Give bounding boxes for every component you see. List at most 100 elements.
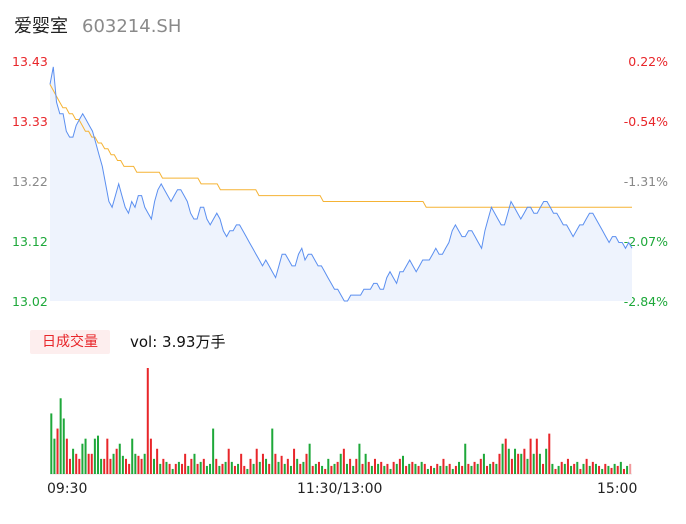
volume-bar [84, 438, 87, 474]
volume-bar [526, 458, 529, 474]
volume-bar [380, 461, 383, 474]
volume-bar [240, 453, 243, 474]
volume-bar [604, 463, 607, 474]
volume-bar [405, 465, 408, 474]
volume-bar [274, 453, 277, 474]
volume-bar [302, 461, 305, 474]
volume-bar [392, 461, 395, 474]
volume-bar [570, 465, 573, 474]
volume-bar [252, 463, 255, 474]
volume-bar [289, 465, 292, 474]
volume-bar [261, 453, 264, 474]
volume-bar [557, 465, 560, 474]
volume-bar [293, 448, 296, 474]
volume-bar [305, 453, 308, 474]
pct-tick-label: -0.54% [623, 114, 668, 129]
volume-bar [495, 463, 498, 474]
volume-bar [573, 463, 576, 474]
volume-bar [333, 463, 336, 474]
volume-prefix: vol: [130, 333, 163, 351]
volume-bar [538, 453, 541, 474]
volume-bar [501, 443, 504, 474]
volume-bar [414, 463, 417, 474]
volume-bar [442, 458, 445, 474]
volume-bar [554, 468, 557, 474]
volume-bar [507, 448, 510, 474]
volume-bar [389, 468, 392, 474]
volume-bar [321, 465, 324, 474]
volume-bar [308, 443, 311, 474]
volume-bar [473, 461, 476, 474]
volume-bar [50, 413, 53, 474]
volume-bar [423, 463, 426, 474]
volume-bar [364, 453, 367, 474]
volume-bar [395, 463, 398, 474]
volume-bar [339, 453, 342, 474]
volume-bar [629, 463, 632, 474]
volume-bar [330, 465, 333, 474]
volume-bar [619, 461, 622, 474]
volume-bar [118, 443, 121, 474]
volume-bar [237, 463, 240, 474]
volume-bar [205, 465, 208, 474]
time-tick-label: 15:00 [597, 481, 638, 497]
volume-bar [566, 458, 569, 474]
volume-bar [433, 467, 436, 474]
volume-bar [106, 438, 109, 474]
volume-bar [430, 465, 433, 474]
volume-bar [445, 465, 448, 474]
volume-bar [243, 465, 246, 474]
volume-bar [504, 438, 507, 474]
volume-bar [361, 463, 364, 474]
volume-bar [370, 465, 373, 474]
volume-bar [96, 435, 99, 474]
volume-bar [461, 465, 464, 474]
volume-bar [585, 458, 588, 474]
volume-bar [492, 461, 495, 474]
volume-bar [153, 458, 156, 474]
volume-bar [591, 461, 594, 474]
volume-bar [514, 448, 517, 474]
volume-bar [373, 458, 376, 474]
volume-bar [510, 458, 513, 474]
average-price-line [49, 84, 632, 208]
volume-bar [233, 465, 236, 474]
volume-bar [283, 463, 286, 474]
volume-bar [209, 463, 212, 474]
volume-bar [218, 465, 221, 474]
volume-bar [75, 453, 78, 474]
volume-bar [280, 455, 283, 474]
stock-name: 爱婴室 [14, 16, 68, 37]
volume-bar [268, 463, 271, 474]
volume-bar [345, 463, 348, 474]
volume-bar [140, 458, 143, 474]
volume-bar [486, 465, 489, 474]
volume-bar [622, 468, 625, 474]
volume-bars [50, 368, 632, 474]
volume-bar [193, 453, 196, 474]
volume-bar [159, 463, 162, 474]
volume-bar [613, 463, 616, 474]
volume-bar [59, 398, 62, 474]
volume-tab[interactable]: 日成交量 [30, 330, 110, 354]
volume-bar [311, 465, 314, 474]
volume-bar [458, 461, 461, 474]
volume-bar [174, 463, 177, 474]
volume-bar [548, 433, 551, 474]
volume-bar [137, 455, 140, 474]
volume-bar [87, 453, 90, 474]
volume-bar [121, 455, 124, 474]
volume-bar [417, 465, 420, 474]
volume-bar [72, 448, 75, 474]
volume-bar [184, 453, 187, 474]
volume-bar [616, 465, 619, 474]
volume-bar [352, 465, 355, 474]
volume-bar [448, 463, 451, 474]
price-tick-label: 13.33 [12, 114, 48, 129]
volume-bar [342, 448, 345, 474]
volume-bar [168, 463, 171, 474]
volume-bar [65, 438, 68, 474]
volume-bar [386, 463, 389, 474]
volume-bar [187, 465, 190, 474]
